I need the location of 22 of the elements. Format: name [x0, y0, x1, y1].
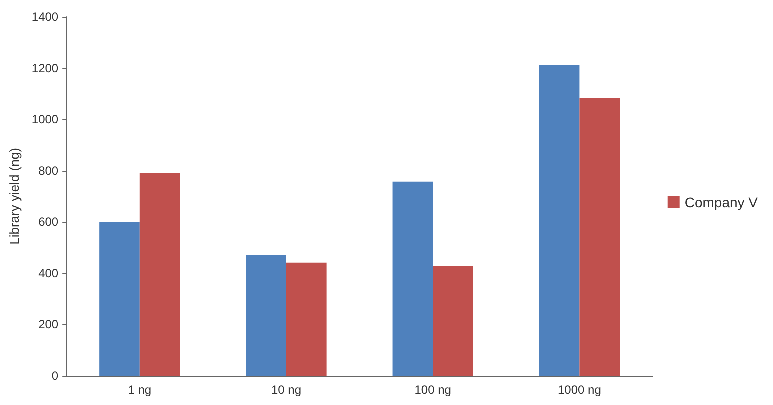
y-tick-label: 400 [38, 266, 59, 280]
y-tick-label: 600 [38, 215, 59, 230]
bar [392, 182, 434, 376]
legend-label: Company V [684, 194, 759, 210]
bar [433, 266, 474, 376]
y-tick-label: 1200 [32, 61, 59, 76]
y-tick-label: 800 [38, 164, 59, 178]
y-tick-label: 200 [38, 318, 59, 332]
x-tick-label: 10 ng [271, 383, 302, 397]
y-tick-label: 1400 [32, 10, 59, 24]
bar [539, 64, 580, 376]
bar [100, 222, 140, 376]
x-tick-label: 1000 ng [558, 383, 602, 397]
x-tick-label: 1 ng [128, 383, 152, 397]
y-tick-label: 1000 [32, 112, 59, 127]
bar [286, 262, 327, 376]
bar [140, 173, 180, 376]
y-tick-label: 0 [52, 369, 59, 383]
y-axis-title: Library yield (ng) [7, 148, 22, 245]
x-tick-label: 100 ng [414, 383, 452, 397]
bar [580, 98, 620, 376]
bar [246, 254, 286, 376]
